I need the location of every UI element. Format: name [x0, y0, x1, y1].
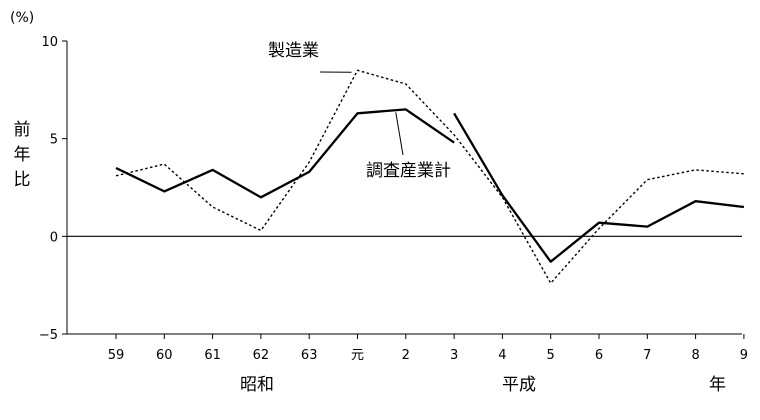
era-label-year: 年 [709, 375, 726, 395]
x-tick-label: 9 [740, 348, 748, 363]
y-axis-label-char: 比 [14, 170, 31, 190]
x-tick-label: 63 [301, 348, 318, 363]
y-tick-label: 0 [50, 230, 58, 245]
series-label-manufacturing: 製造業 [268, 41, 319, 61]
series-line-manufacturing [115, 69, 744, 285]
y-tick-label: 5 [50, 133, 58, 148]
x-tick-label: 59 [108, 348, 125, 363]
y-tick-label: −5 [39, 328, 58, 343]
leader-line-all-industries [395, 112, 404, 156]
x-tick-label: 4 [498, 348, 506, 363]
y-axis-label-char: 年 [14, 145, 31, 165]
era-label-showa: 昭和 [240, 375, 274, 395]
x-tick-label: 6 [595, 348, 603, 363]
series-line-all-industries-segment-2 [453, 112, 745, 263]
y-axis-label: 前年比 [14, 120, 31, 190]
x-tick-label: 3 [450, 348, 458, 363]
x-tick-label: 62 [253, 348, 270, 363]
series-line-all-industries-segment-1 [115, 108, 455, 199]
y-unit-label: (%) [10, 10, 34, 26]
x-tick-label: 60 [156, 348, 173, 363]
x-tick-label: 2 [402, 348, 410, 363]
labels: (%) 前年比 製造業 調査産業計 昭和 平成 年 [10, 10, 726, 395]
x-tick-label: 元 [351, 348, 364, 363]
y-tick-label: 10 [41, 35, 58, 50]
axes: 10 5 0 −5 59 60 61 62 63 元 2 3 4 5 6 7 8 9 [39, 35, 748, 363]
x-tick-label: 7 [643, 348, 651, 363]
x-tick-label: 5 [547, 348, 555, 363]
era-label-heisei: 平成 [502, 375, 536, 395]
y-axis-label-char: 前 [14, 120, 31, 140]
series-layer [115, 69, 745, 285]
series-label-all-industries: 調査産業計 [366, 161, 451, 181]
x-tick-label: 8 [691, 348, 699, 363]
x-tick-label: 61 [204, 348, 221, 363]
